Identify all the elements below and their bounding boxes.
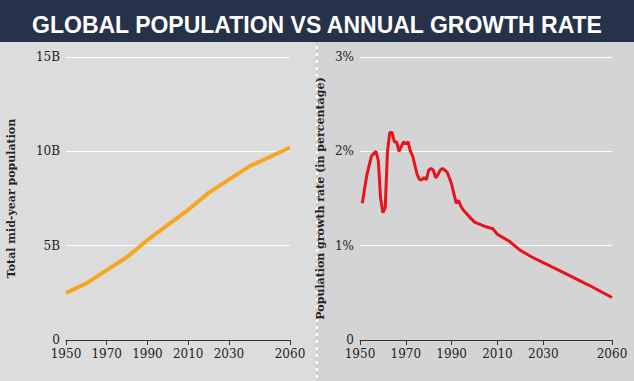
svg-text:1950: 1950 [345, 347, 376, 361]
svg-text:1970: 1970 [391, 347, 422, 361]
svg-text:5B: 5B [44, 239, 61, 253]
svg-text:1950: 1950 [51, 347, 82, 361]
svg-text:2030: 2030 [528, 347, 559, 361]
svg-text:0: 0 [52, 333, 60, 347]
svg-text:Total mid-year population: Total mid-year population [5, 119, 18, 278]
svg-text:1990: 1990 [436, 347, 467, 361]
svg-text:2010: 2010 [173, 347, 204, 361]
svg-text:15B: 15B [36, 50, 60, 64]
svg-text:2010: 2010 [482, 347, 513, 361]
svg-text:1970: 1970 [91, 347, 122, 361]
svg-text:10B: 10B [36, 144, 60, 158]
svg-text:Population growth rate (in per: Population growth rate (in percentage) [314, 77, 327, 319]
svg-text:1990: 1990 [132, 347, 163, 361]
svg-text:1%: 1% [335, 239, 354, 253]
svg-text:2%: 2% [335, 144, 354, 158]
svg-text:2030: 2030 [214, 347, 245, 361]
svg-text:GLOBAL POPULATION VS ANNUAL GR: GLOBAL POPULATION VS ANNUAL GROWTH RATE [32, 12, 602, 38]
svg-text:0: 0 [346, 333, 354, 347]
svg-text:3%: 3% [335, 50, 354, 64]
svg-text:2060: 2060 [275, 347, 306, 361]
svg-text:2060: 2060 [597, 347, 628, 361]
